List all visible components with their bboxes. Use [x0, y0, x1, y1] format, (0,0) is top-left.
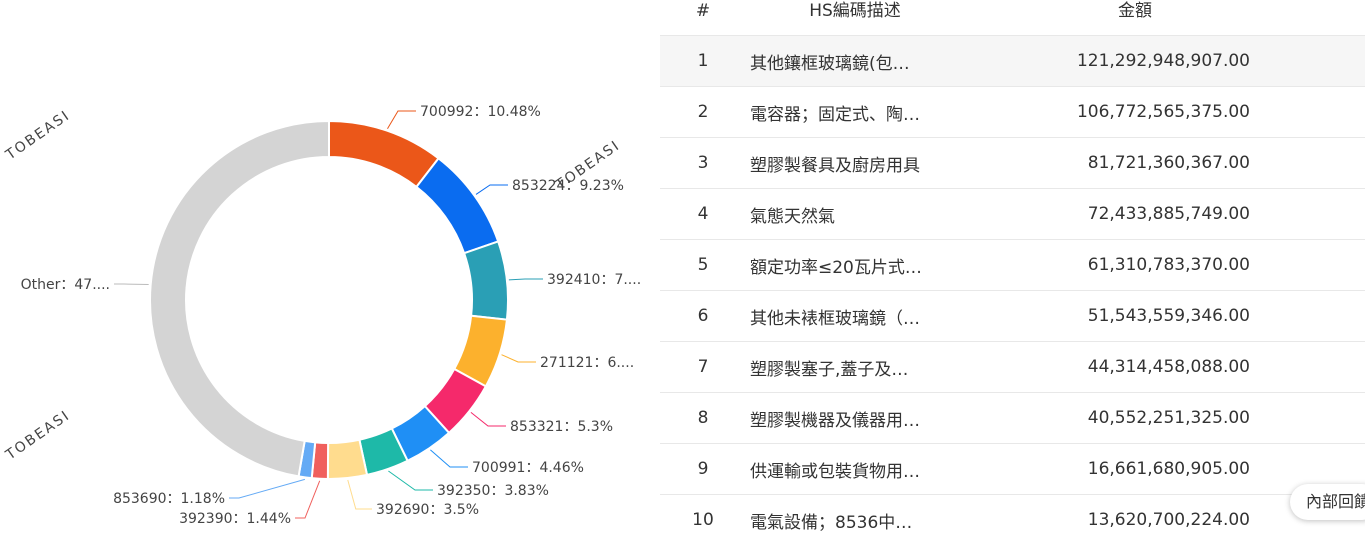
row-index: 5 — [660, 239, 746, 291]
slice-label-other: Other：47.... — [21, 277, 110, 293]
row-amount: 106,772,565,375.00 — [960, 86, 1250, 138]
row-index: 6 — [660, 290, 746, 342]
row-hs-description: 氣態天然氣 — [746, 188, 960, 240]
table-header-row: # HS編碼描述 金額 佔比 — [660, 0, 1365, 36]
row-share: 6.26% — [1250, 188, 1365, 240]
donut-chart: TOBEASI TOBEASI TOBEASI 700992：10.48%853… — [2, 104, 641, 527]
slice-label-392690: 392690：3.5% — [376, 502, 479, 518]
hs-code-table-container: # HS編碼描述 金額 佔比 1其他鑲框玻璃鏡(包…121,292,948,90… — [660, 0, 1365, 533]
slice-700992[interactable] — [328, 119, 440, 189]
leader-line-700991 — [430, 449, 468, 468]
row-amount: 61,310,783,370.00 — [960, 239, 1250, 291]
row-index: 8 — [660, 392, 746, 444]
slice-853224[interactable] — [415, 156, 500, 255]
leader-line-853321 — [470, 411, 506, 427]
slice-other[interactable] — [149, 119, 330, 478]
slice-label-392410: 392410：7.... — [547, 272, 641, 288]
row-hs-description: 額定功率≤20瓦片式… — [746, 239, 960, 291]
row-share: 10.48% — [1250, 35, 1365, 87]
leader-line-700992 — [387, 110, 416, 129]
slice-label-853690: 853690：1.18% — [113, 491, 225, 507]
row-index: 1 — [660, 35, 746, 87]
leader-line-392690 — [347, 479, 372, 510]
row-amount: 40,552,251,325.00 — [960, 392, 1250, 444]
row-amount: 121,292,948,907.00 — [960, 35, 1250, 87]
row-amount: 13,620,700,224.00 — [960, 494, 1250, 533]
header-hs-description: HS編碼描述 — [809, 1, 901, 21]
row-share: 3.83% — [1250, 341, 1365, 393]
slice-label-853224: 853224：9.23% — [512, 178, 624, 194]
row-share: 9.23% — [1250, 86, 1365, 138]
row-hs-description: 電容器；固定式、陶… — [746, 86, 960, 138]
row-share: 4.46% — [1250, 290, 1365, 342]
row-index: 9 — [660, 443, 746, 495]
row-hs-description: 塑膠製塞子,蓋子及… — [746, 341, 960, 393]
leader-line-392390 — [295, 480, 321, 519]
leader-line-853690 — [229, 478, 305, 499]
row-index: 10 — [660, 494, 746, 533]
row-hs-description: 塑膠製機器及儀器用… — [746, 392, 960, 444]
row-amount: 44,314,458,088.00 — [960, 341, 1250, 393]
row-share: 7.06% — [1250, 137, 1365, 189]
row-amount: 51,543,559,346.00 — [960, 290, 1250, 342]
row-hs-description: 其他未裱框玻璃鏡（… — [746, 290, 960, 342]
row-amount: 72,433,885,749.00 — [960, 188, 1250, 240]
slice-392410[interactable] — [462, 240, 509, 321]
slice-label-853321: 853321：5.3% — [510, 419, 613, 435]
leader-line-271121 — [501, 354, 536, 363]
row-index: 4 — [660, 188, 746, 240]
leader-line-other — [114, 283, 149, 286]
leader-line-392350 — [388, 470, 433, 491]
internal-feedback-chip[interactable]: 內部回饋 — [1290, 484, 1365, 520]
row-share: 5.3% — [1250, 239, 1365, 291]
row-hs-description: 電氣設備；8536中… — [746, 494, 960, 533]
slice-label-392390: 392390：1.44% — [179, 511, 291, 527]
header-amount: 金額 — [1118, 1, 1152, 21]
row-index: 3 — [660, 137, 746, 189]
row-index: 7 — [660, 341, 746, 393]
hs-code-table: # HS編碼描述 金額 佔比 1其他鑲框玻璃鏡(包…121,292,948,90… — [660, 0, 1365, 533]
row-amount: 16,661,680,905.00 — [960, 443, 1250, 495]
row-amount: 81,721,360,367.00 — [960, 137, 1250, 189]
watermark: TOBEASI — [2, 107, 73, 163]
row-hs-description: 供運輸或包裝貨物用… — [746, 443, 960, 495]
leader-line-853224 — [475, 184, 508, 195]
slice-392690[interactable] — [326, 438, 369, 480]
slice-label-271121: 271121：6.... — [540, 355, 634, 371]
leader-line-392410 — [508, 278, 543, 281]
header-index: # — [695, 1, 711, 21]
row-index: 2 — [660, 86, 746, 138]
slice-label-700991: 700991：4.46% — [472, 460, 584, 476]
watermark: TOBEASI — [2, 407, 73, 463]
row-share: 3.51% — [1250, 392, 1365, 444]
header-share: 佔比 — [1250, 0, 1365, 36]
slice-label-700992: 700992：10.48% — [420, 104, 541, 120]
slice-label-392350: 392350：3.83% — [437, 483, 549, 499]
row-hs-description: 塑膠製餐具及廚房用具 — [746, 137, 960, 189]
row-hs-description: 其他鑲框玻璃鏡(包… — [746, 35, 960, 87]
